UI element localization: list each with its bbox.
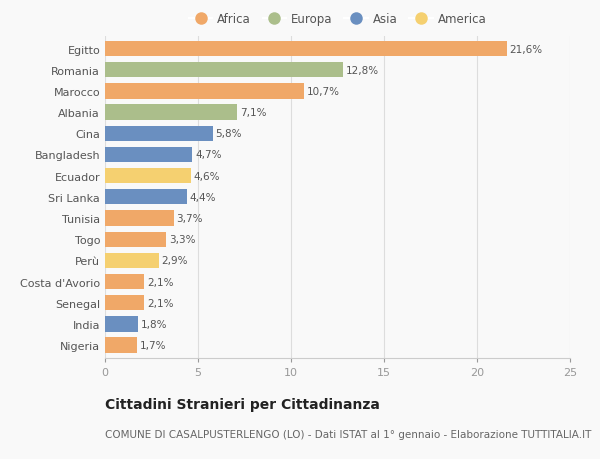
Bar [105,317,139,332]
Bar [105,105,237,120]
Bar [105,296,144,311]
Text: 2,1%: 2,1% [147,277,173,287]
Text: 2,9%: 2,9% [162,256,188,266]
Text: 4,4%: 4,4% [190,192,216,202]
Text: 3,7%: 3,7% [176,213,203,224]
Bar [105,274,144,290]
Text: 4,7%: 4,7% [195,150,222,160]
Text: 1,8%: 1,8% [141,319,168,329]
Text: 4,6%: 4,6% [193,171,220,181]
Text: 3,3%: 3,3% [169,235,196,245]
Bar [105,42,507,57]
Bar [105,84,304,99]
Text: 7,1%: 7,1% [240,108,266,118]
Bar [105,211,174,226]
Text: 1,7%: 1,7% [139,340,166,350]
Legend: Africa, Europa, Asia, America: Africa, Europa, Asia, America [187,11,488,28]
Bar [105,168,191,184]
Text: 2,1%: 2,1% [147,298,173,308]
Text: COMUNE DI CASALPUSTERLENGO (LO) - Dati ISTAT al 1° gennaio - Elaborazione TUTTIT: COMUNE DI CASALPUSTERLENGO (LO) - Dati I… [105,429,592,439]
Bar [105,232,166,247]
Bar [105,338,137,353]
Text: 12,8%: 12,8% [346,66,379,76]
Bar [105,190,187,205]
Text: 21,6%: 21,6% [509,45,542,55]
Bar [105,147,193,162]
Bar [105,63,343,78]
Bar [105,253,159,269]
Text: 5,8%: 5,8% [215,129,242,139]
Bar [105,126,213,141]
Text: Cittadini Stranieri per Cittadinanza: Cittadini Stranieri per Cittadinanza [105,397,380,411]
Text: 10,7%: 10,7% [307,87,340,97]
